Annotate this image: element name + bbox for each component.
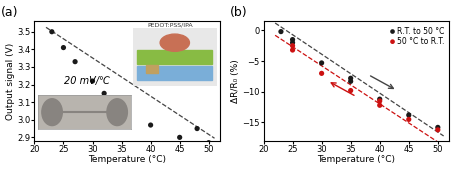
R.T. to 50 °C — [347, 77, 354, 80]
R.T. to 50 °C — [318, 62, 325, 64]
50 °C to R.T. — [376, 100, 384, 102]
R.T. to 50 °C — [434, 126, 441, 129]
Text: (b): (b) — [230, 6, 248, 19]
X-axis label: Temperature (°C): Temperature (°C) — [88, 155, 167, 164]
Text: PEDOT:PSS/IPA: PEDOT:PSS/IPA — [148, 22, 193, 27]
Point — [71, 60, 79, 63]
R.T. to 50 °C — [376, 98, 384, 100]
Point — [118, 106, 125, 109]
R.T. to 50 °C — [289, 41, 296, 44]
Point — [48, 30, 56, 33]
R.T. to 50 °C — [405, 114, 412, 116]
R.T. to 50 °C — [347, 80, 354, 83]
50 °C to R.T. — [289, 44, 296, 47]
50 °C to R.T. — [318, 72, 325, 75]
Point — [176, 136, 183, 139]
Y-axis label: Output signal (V): Output signal (V) — [6, 42, 15, 120]
Point — [147, 124, 154, 126]
Point — [205, 141, 212, 144]
Point — [101, 92, 108, 95]
Point — [89, 80, 96, 82]
Y-axis label: ΔR/R₀ (%): ΔR/R₀ (%) — [232, 59, 240, 103]
50 °C to R.T. — [347, 89, 354, 92]
R.T. to 50 °C — [277, 30, 284, 33]
50 °C to R.T. — [405, 118, 412, 121]
Text: (a): (a) — [1, 6, 19, 19]
Point — [60, 46, 67, 49]
50 °C to R.T. — [434, 129, 441, 131]
Legend: R.T. to 50 °C, 50 °C to R.T.: R.T. to 50 °C, 50 °C to R.T. — [389, 25, 445, 47]
Text: 20 mV/℃: 20 mV/℃ — [64, 76, 110, 86]
50 °C to R.T. — [289, 49, 296, 51]
Point — [193, 127, 201, 130]
R.T. to 50 °C — [289, 38, 296, 41]
50 °C to R.T. — [376, 104, 384, 107]
X-axis label: Temperature (°C): Temperature (°C) — [318, 155, 395, 164]
